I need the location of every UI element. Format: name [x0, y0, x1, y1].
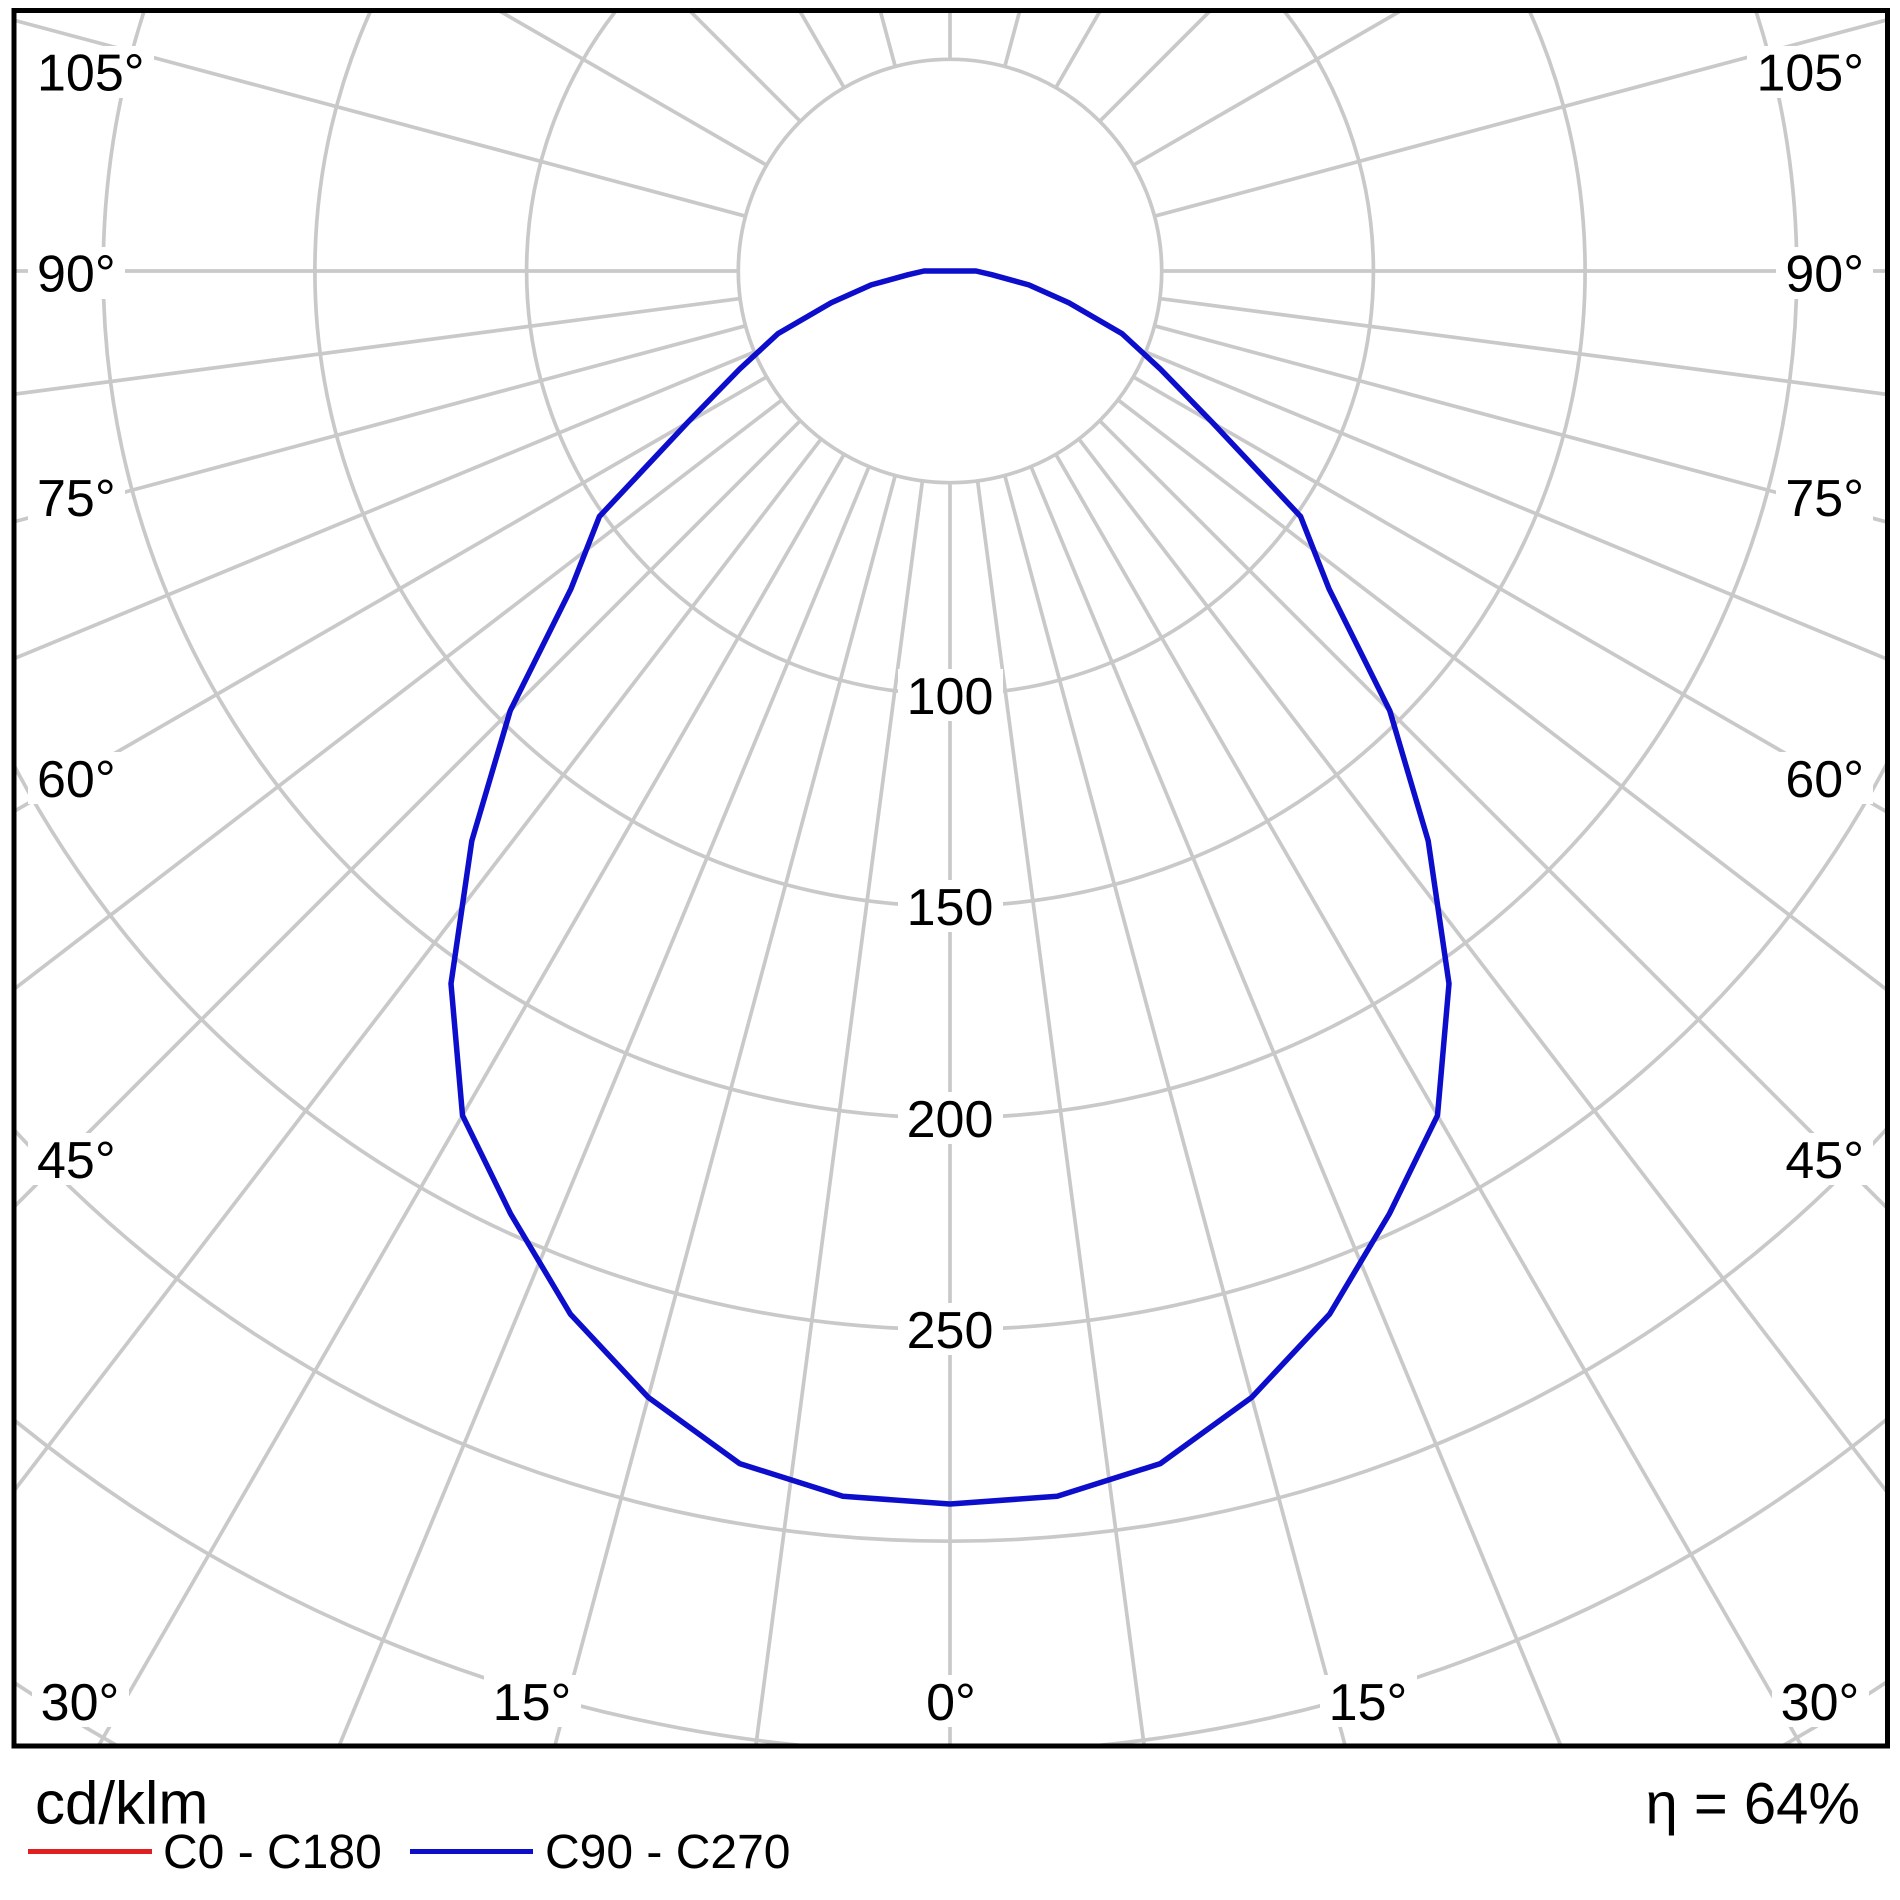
- svg-text:60°: 60°: [1785, 751, 1864, 809]
- svg-text:90°: 90°: [37, 246, 116, 304]
- svg-text:90°: 90°: [1785, 246, 1864, 304]
- svg-text:η = 64%: η = 64%: [1646, 1772, 1860, 1837]
- svg-text:cd/klm: cd/klm: [35, 1770, 208, 1837]
- svg-text:0°: 0°: [926, 1674, 976, 1732]
- svg-text:200: 200: [907, 1091, 994, 1149]
- svg-text:C0 - C180: C0 - C180: [163, 1826, 382, 1879]
- svg-text:100: 100: [907, 668, 994, 726]
- svg-text:15°: 15°: [1329, 1674, 1408, 1732]
- svg-text:30°: 30°: [41, 1674, 120, 1732]
- svg-text:45°: 45°: [1785, 1132, 1864, 1190]
- svg-text:250: 250: [907, 1302, 994, 1360]
- svg-text:75°: 75°: [37, 470, 116, 528]
- svg-text:105°: 105°: [37, 45, 145, 103]
- svg-text:60°: 60°: [37, 751, 116, 809]
- svg-text:75°: 75°: [1785, 470, 1864, 528]
- svg-text:15°: 15°: [493, 1674, 572, 1732]
- svg-text:105°: 105°: [1756, 45, 1864, 103]
- svg-text:30°: 30°: [1781, 1674, 1860, 1732]
- svg-text:150: 150: [907, 879, 994, 937]
- svg-text:C90 - C270: C90 - C270: [545, 1826, 790, 1879]
- svg-text:45°: 45°: [37, 1132, 116, 1190]
